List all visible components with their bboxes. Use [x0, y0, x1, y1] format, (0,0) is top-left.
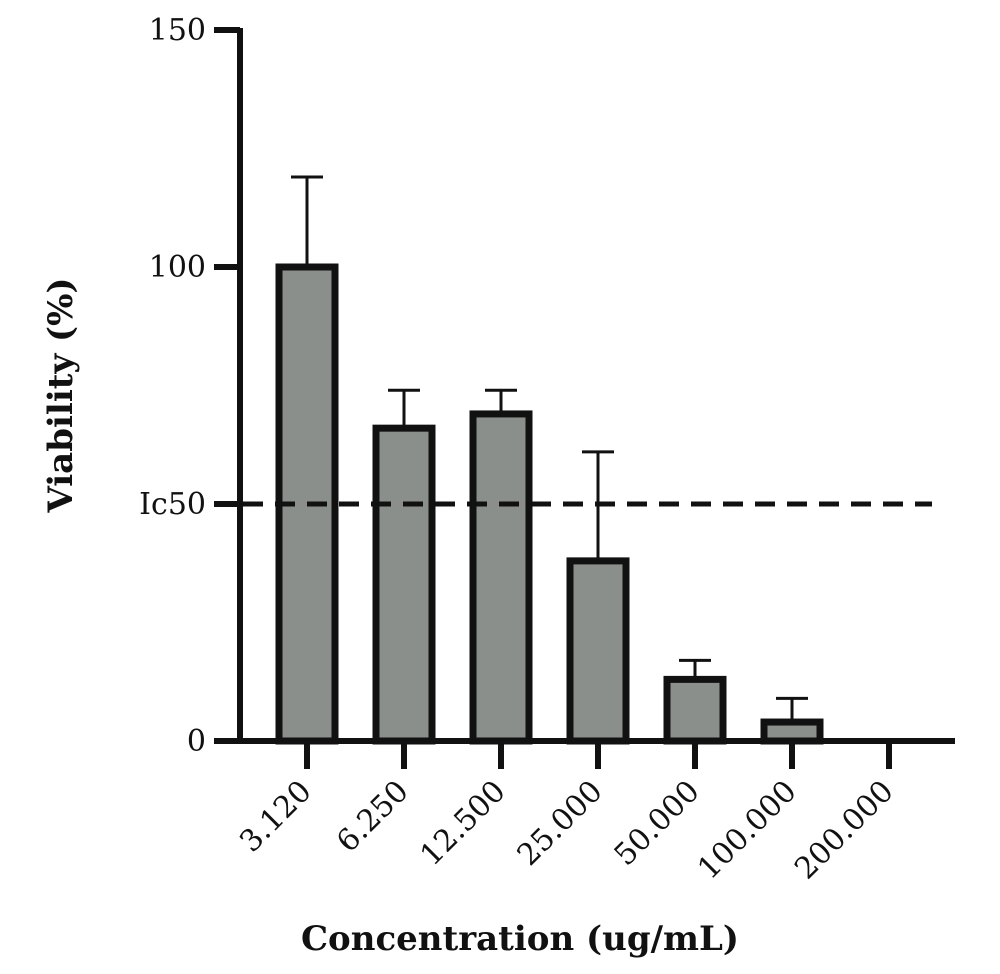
x-axis-title: Concentration (ug/mL) [301, 919, 739, 959]
bar [469, 410, 533, 745]
y-tick-label: 0 [187, 724, 206, 759]
bar [566, 557, 630, 745]
x-ticks: 3.120 6.25012.50025.00050.000100.000200.0… [233, 741, 901, 886]
error-bars-layer [291, 175, 808, 723]
y-axis-title: Viability (%) [41, 277, 81, 513]
bar [372, 424, 436, 745]
y-tick-label: Ic50 [139, 487, 206, 522]
x-tick-label: 12.500 [414, 774, 513, 873]
bar [663, 675, 727, 745]
x-tick-label: 100.000 [691, 774, 803, 886]
y-tick-label: 150 [149, 13, 206, 48]
x-tick-label: 25.000 [511, 774, 610, 873]
y-ticks: 0 Ic50 100 150 [139, 13, 240, 759]
x-tick-label: 6.250 [330, 774, 415, 859]
y-tick-label: 100 [149, 250, 206, 285]
x-tick-label: 3.120 [233, 774, 318, 859]
x-tick-label: 50.000 [608, 774, 707, 873]
x-tick-label: 200.000 [788, 774, 900, 886]
